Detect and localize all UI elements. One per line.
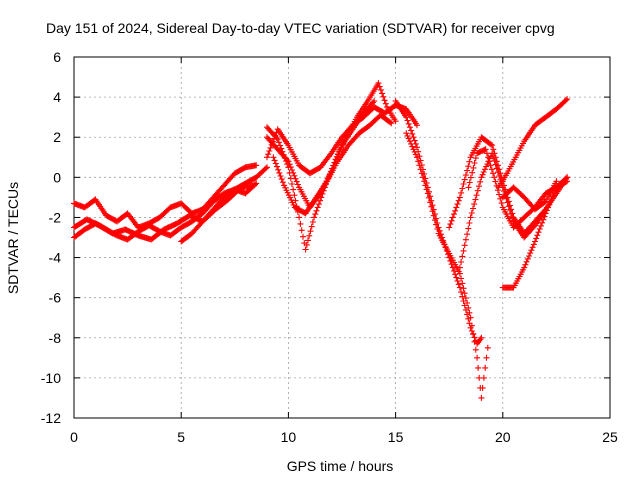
series-arc-10: [403, 130, 491, 401]
plus-marks: [403, 130, 491, 401]
series-arc-16: [499, 178, 560, 213]
plus-marks: [71, 164, 270, 243]
x-tick-label: 25: [602, 429, 618, 445]
y-tick-label: -12: [41, 410, 61, 426]
y-tick-label: -8: [49, 330, 62, 346]
y-tick-label: -10: [41, 370, 61, 386]
y-tick-label: -6: [49, 290, 62, 306]
x-tick-label: 10: [281, 429, 297, 445]
x-tick-label: 15: [388, 429, 404, 445]
series-arc-4: [178, 180, 260, 245]
x-axis-label: GPS time / hours: [287, 458, 394, 474]
x-tick-label: 0: [70, 429, 78, 445]
y-tick-label: 6: [53, 49, 61, 65]
x-tick-labels: 0 5 10 15 20 25: [70, 429, 618, 445]
series-arc-14: [495, 96, 571, 191]
y-tick-label: -4: [49, 250, 62, 266]
plus-marks: [499, 178, 560, 213]
y-tick-label: 0: [53, 169, 61, 185]
plus-marks: [270, 112, 395, 217]
y-tick-label: -2: [49, 209, 62, 225]
chart-title: Day 151 of 2024, Sidereal Day-to-day VTE…: [46, 20, 555, 36]
data-marks: [71, 80, 571, 401]
plus-marks: [495, 96, 571, 191]
y-tick-label: 2: [53, 129, 61, 145]
plus-marks: [264, 80, 399, 253]
y-tick-labels: -12 -10 -8 -6 -4 -2 0 2 4 6: [41, 49, 61, 426]
plus-marks: [71, 162, 260, 231]
series-arc-15: [499, 178, 571, 291]
series-arc-5: [264, 80, 399, 253]
series-arc-8: [270, 112, 395, 217]
series-arc-1: [71, 162, 260, 231]
y-tick-label: 4: [53, 89, 61, 105]
series-arc-2: [71, 164, 270, 243]
x-tick-label: 20: [495, 429, 511, 445]
plus-marks: [178, 180, 260, 245]
plus-marks: [499, 178, 571, 291]
axis-ticks: [73, 56, 611, 419]
y-axis-label: SDTVAR / TECUs: [5, 182, 21, 294]
x-tick-label: 5: [177, 429, 185, 445]
